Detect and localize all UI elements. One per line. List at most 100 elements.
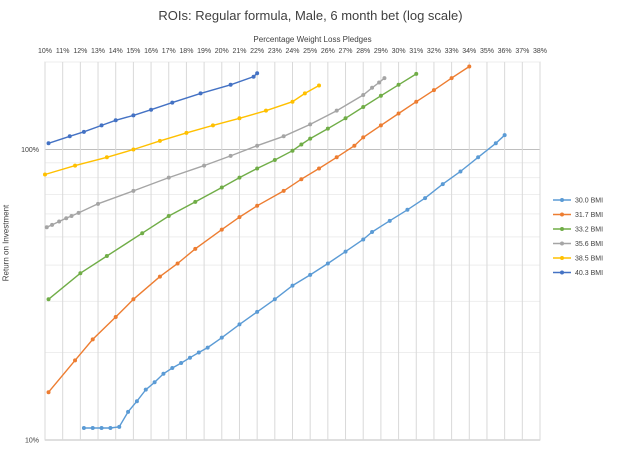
data-point bbox=[405, 207, 410, 212]
data-point bbox=[290, 99, 295, 104]
x-tick-label: 30% bbox=[392, 48, 406, 55]
data-point bbox=[210, 123, 215, 128]
x-tick-label: 31% bbox=[409, 48, 423, 55]
data-point bbox=[272, 297, 277, 302]
data-point bbox=[126, 409, 131, 414]
data-point bbox=[299, 177, 304, 182]
data-point bbox=[361, 105, 366, 110]
data-point bbox=[170, 100, 175, 105]
legend-label: 31.7 BMI bbox=[575, 212, 603, 219]
data-point bbox=[370, 85, 375, 90]
data-point bbox=[334, 108, 339, 113]
x-tick-label: 23% bbox=[268, 48, 282, 55]
data-point bbox=[255, 309, 260, 314]
data-point bbox=[378, 123, 383, 128]
data-point bbox=[272, 157, 277, 162]
series-line bbox=[48, 72, 258, 144]
data-point bbox=[69, 214, 74, 219]
data-point bbox=[78, 271, 83, 276]
data-point bbox=[43, 172, 47, 177]
data-point bbox=[143, 387, 148, 392]
data-point bbox=[440, 182, 445, 187]
data-point bbox=[423, 196, 428, 201]
x-tick-label: 19% bbox=[197, 48, 211, 55]
x-tick-label: 24% bbox=[285, 48, 299, 55]
data-point bbox=[161, 371, 166, 376]
x-tick-label: 38% bbox=[533, 48, 547, 55]
y-tick-label: 100% bbox=[21, 147, 39, 154]
data-point bbox=[377, 80, 382, 85]
legend-label: 38.5 BMI bbox=[575, 256, 603, 263]
data-point bbox=[104, 155, 109, 160]
data-point bbox=[131, 297, 136, 302]
data-point bbox=[263, 108, 268, 113]
data-point bbox=[99, 425, 104, 430]
data-point bbox=[219, 185, 224, 190]
data-point bbox=[184, 130, 189, 135]
data-point bbox=[255, 166, 260, 171]
x-tick-label: 18% bbox=[179, 48, 193, 55]
data-point bbox=[187, 355, 192, 360]
data-point bbox=[46, 390, 51, 395]
data-point bbox=[108, 425, 113, 430]
data-point bbox=[179, 361, 184, 366]
x-tick-label: 13% bbox=[91, 48, 105, 55]
legend-label: 33.2 BMI bbox=[575, 227, 603, 234]
x-axis-label: Percentage Weight Loss Pledges bbox=[253, 35, 372, 44]
data-point bbox=[113, 315, 118, 320]
data-point bbox=[46, 297, 51, 302]
data-point bbox=[281, 134, 286, 139]
data-point bbox=[166, 214, 171, 219]
series-line bbox=[44, 84, 320, 176]
data-point bbox=[325, 261, 330, 266]
data-point bbox=[343, 249, 348, 254]
data-point bbox=[104, 253, 109, 258]
x-tick-label: 10% bbox=[38, 48, 52, 55]
data-point bbox=[46, 141, 51, 146]
data-point bbox=[50, 222, 55, 227]
data-point bbox=[131, 147, 136, 152]
x-tick-label: 12% bbox=[73, 48, 87, 55]
x-tick-label: 11% bbox=[56, 48, 70, 55]
data-point bbox=[193, 199, 198, 204]
x-tick-label: 35% bbox=[480, 48, 494, 55]
x-tick-label: 34% bbox=[462, 48, 476, 55]
x-tick-label: 33% bbox=[445, 48, 459, 55]
data-point bbox=[140, 231, 145, 236]
data-point bbox=[237, 322, 242, 327]
x-tick-label: 29% bbox=[374, 48, 388, 55]
data-point bbox=[73, 163, 78, 168]
data-point bbox=[325, 126, 330, 131]
data-point bbox=[302, 91, 307, 96]
data-point bbox=[157, 138, 162, 143]
x-tick-label: 21% bbox=[232, 48, 246, 55]
data-point bbox=[378, 93, 383, 98]
data-point bbox=[449, 76, 454, 81]
data-point bbox=[361, 92, 366, 97]
data-point bbox=[131, 188, 136, 193]
x-tick-label: 25% bbox=[303, 48, 317, 55]
x-tick-label: 32% bbox=[427, 48, 441, 55]
x-tick-label: 28% bbox=[356, 48, 370, 55]
data-point bbox=[219, 227, 224, 232]
x-tick-label: 37% bbox=[515, 48, 529, 55]
data-point bbox=[166, 175, 171, 180]
data-point bbox=[228, 153, 233, 158]
x-tick-label: 26% bbox=[321, 48, 335, 55]
data-point bbox=[458, 169, 463, 174]
data-point bbox=[90, 425, 95, 430]
legend-marker bbox=[560, 256, 564, 260]
data-point bbox=[255, 203, 260, 208]
data-point bbox=[96, 201, 101, 206]
data-point bbox=[361, 135, 366, 140]
data-point bbox=[198, 91, 203, 96]
data-point bbox=[134, 399, 139, 404]
data-point bbox=[290, 283, 295, 288]
data-point bbox=[170, 365, 175, 370]
data-point bbox=[113, 118, 118, 123]
legend-marker bbox=[560, 198, 564, 202]
data-point bbox=[352, 143, 357, 148]
data-point bbox=[343, 116, 348, 121]
data-point bbox=[81, 425, 86, 430]
